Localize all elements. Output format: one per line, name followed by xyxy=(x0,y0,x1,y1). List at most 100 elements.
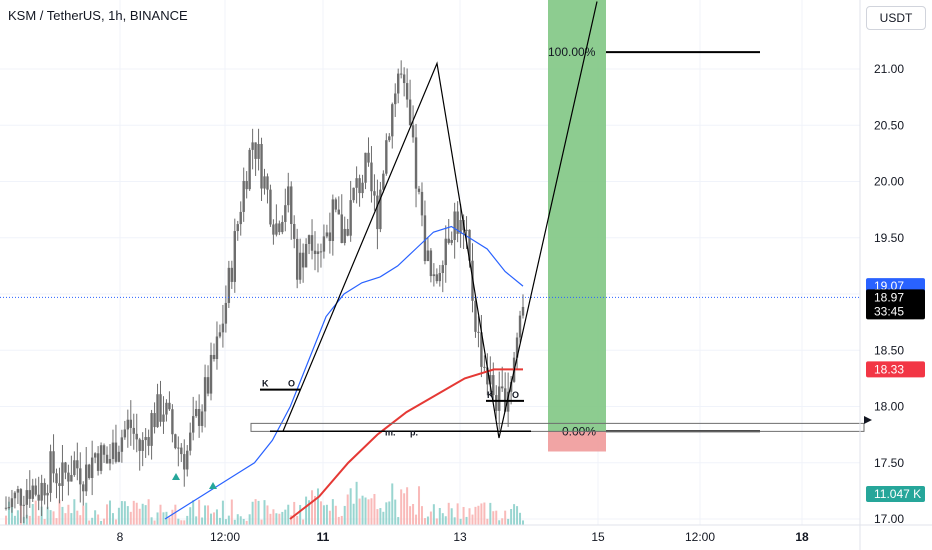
volume-bar xyxy=(183,520,186,525)
support-box xyxy=(250,422,865,432)
volume-bar xyxy=(400,489,403,525)
candle-body xyxy=(159,394,162,422)
candle-body xyxy=(120,437,124,452)
candle-body xyxy=(272,224,275,235)
volume-bar xyxy=(34,500,37,525)
candle-body xyxy=(298,252,302,280)
volume-bar xyxy=(343,505,346,525)
pattern-label-o-left: O xyxy=(288,379,295,389)
volume-bar xyxy=(150,517,153,525)
candle-body xyxy=(70,475,73,482)
volume-bar xyxy=(123,501,126,525)
volume-bar xyxy=(171,509,174,525)
candle-body xyxy=(67,472,70,482)
candle-body xyxy=(82,484,85,492)
volume-bar xyxy=(210,513,213,525)
volume-bar xyxy=(486,518,489,525)
position-tool[interactable]: 100.00%0.00% xyxy=(548,0,760,452)
volume-bar xyxy=(453,517,456,525)
candle-body xyxy=(521,306,525,316)
candle-body xyxy=(364,152,367,183)
candle-body xyxy=(132,427,135,434)
candle-body xyxy=(349,200,352,236)
candle-body xyxy=(93,453,97,458)
candle-body xyxy=(397,73,400,94)
currency-button[interactable]: USDT xyxy=(866,6,926,30)
candle-body xyxy=(37,494,40,501)
candle-body xyxy=(183,454,186,470)
volume-bar xyxy=(248,514,251,525)
candle-body xyxy=(200,411,204,426)
volume-bar xyxy=(319,501,322,525)
candle-body xyxy=(123,429,127,438)
candle-body xyxy=(361,182,364,194)
volume-bar xyxy=(52,511,55,525)
candle-body xyxy=(162,414,165,422)
candle-body xyxy=(64,462,67,473)
candle-body xyxy=(304,243,308,268)
volume-bar xyxy=(224,519,227,525)
volume-bar xyxy=(97,514,100,525)
candle-body xyxy=(290,186,293,225)
volume-bar xyxy=(278,513,281,525)
candle-body xyxy=(402,74,406,84)
volume-bars xyxy=(5,481,524,525)
volume-bar xyxy=(346,494,349,525)
candle-body xyxy=(79,468,82,485)
volume-bar xyxy=(284,509,287,525)
moving-averages xyxy=(164,225,524,520)
volume-bar xyxy=(236,514,239,525)
volume-bar xyxy=(46,506,49,525)
candle-body xyxy=(480,332,483,367)
candle-body xyxy=(474,300,477,332)
candle-body xyxy=(197,409,201,426)
volume-bar xyxy=(111,513,114,525)
volume-bar xyxy=(293,501,296,525)
candle-body xyxy=(266,176,269,190)
candle-body xyxy=(212,354,216,360)
candle-body xyxy=(96,453,100,471)
candle-body xyxy=(322,236,326,252)
volume-bar xyxy=(444,516,447,525)
volume-tag-bg xyxy=(866,486,925,502)
volume-bar xyxy=(370,498,373,525)
volume-bar xyxy=(198,499,201,525)
candle-body xyxy=(251,142,254,150)
volume-bar xyxy=(85,502,88,525)
volume-bar xyxy=(138,508,141,525)
volume-bar xyxy=(495,510,498,525)
volume-bar xyxy=(132,500,135,525)
x-tick-label: 13 xyxy=(453,530,467,544)
volume-bar xyxy=(272,509,275,525)
volume-bar xyxy=(426,516,429,525)
volume-bar xyxy=(334,505,337,525)
candle-body xyxy=(191,416,195,433)
volume-bar xyxy=(135,502,138,525)
candle-body xyxy=(171,409,174,435)
pattern-drawings[interactable]: K O K Om. p. xyxy=(0,1,872,490)
volume-bar xyxy=(5,515,7,525)
candle-body xyxy=(117,451,121,462)
candle-body xyxy=(138,439,141,451)
candle-body xyxy=(495,395,498,411)
chart-title: KSM / TetherUS, 1h, BINANCE xyxy=(8,8,188,23)
candle-body xyxy=(180,447,183,455)
volume-bar xyxy=(147,499,150,525)
volume-bar xyxy=(260,519,263,525)
candle-body xyxy=(340,214,343,243)
volume-bar xyxy=(468,508,471,525)
volume-bar xyxy=(385,502,388,525)
candle-body xyxy=(438,273,442,282)
y-tick-label: 20.00 xyxy=(874,175,904,189)
volume-bar xyxy=(168,517,171,525)
volume-bar xyxy=(296,516,299,525)
volume-bar xyxy=(70,513,73,525)
volume-bar xyxy=(207,505,210,525)
candle-body xyxy=(147,437,150,446)
volume-bar xyxy=(79,515,82,525)
volume-bar xyxy=(510,509,513,525)
candle-body xyxy=(221,323,225,333)
candle-body xyxy=(501,386,504,389)
